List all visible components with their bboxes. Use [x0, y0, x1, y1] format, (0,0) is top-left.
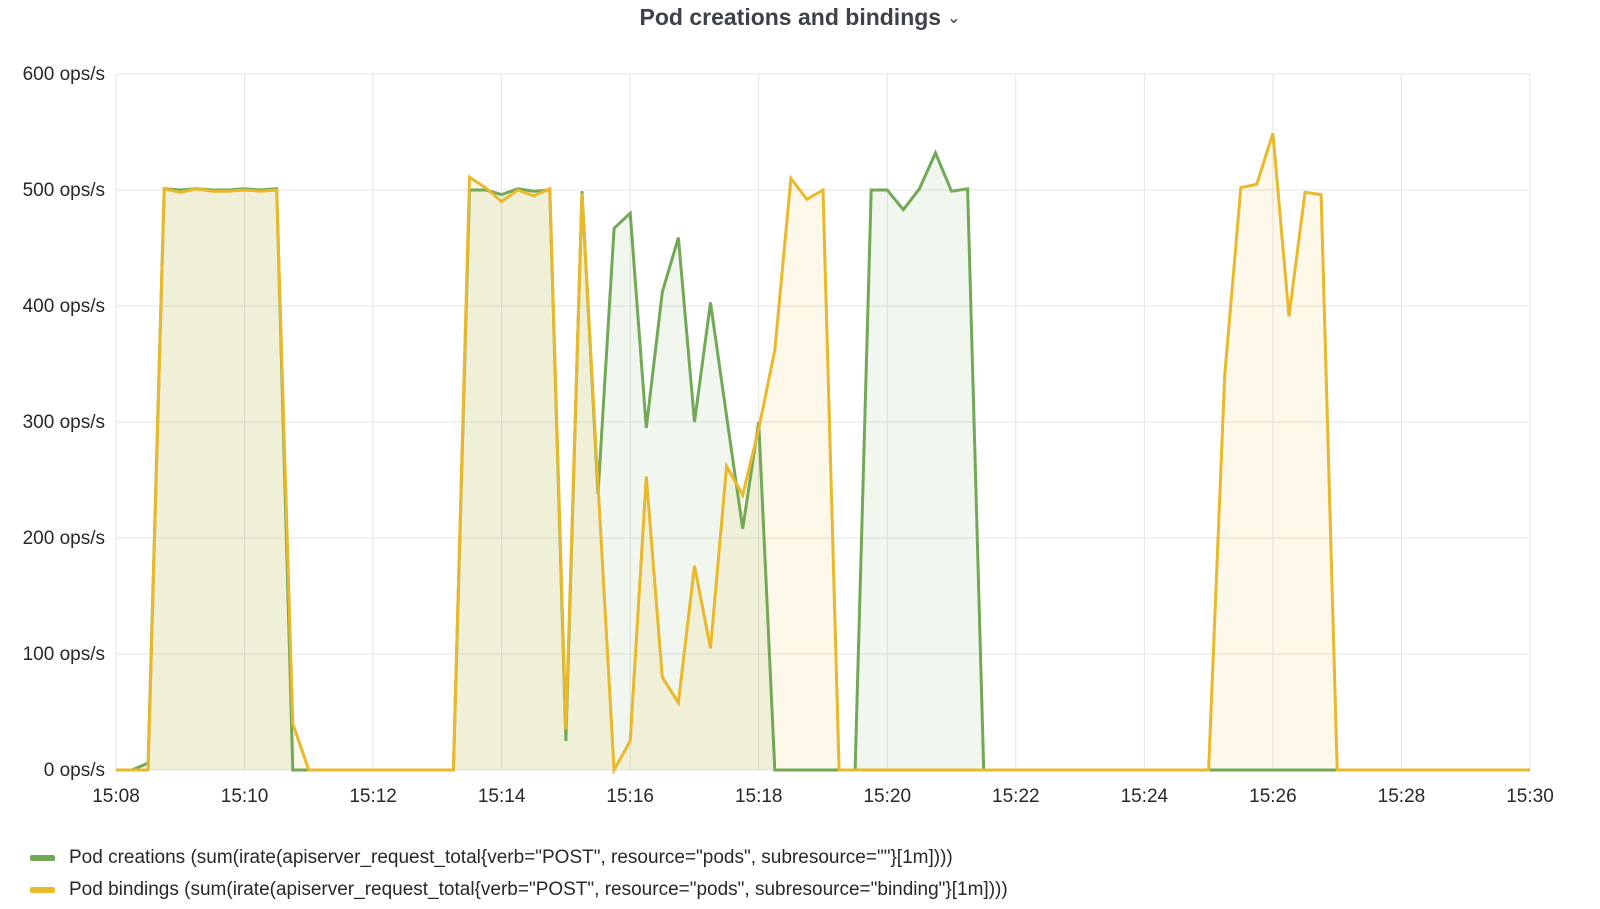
x-axis: 15:08 15:10 15:12 15:14 15:16 15:18 15:20 15:22…	[92, 786, 1554, 807]
x-tick-label: 15:18	[735, 786, 783, 807]
panel-title-menu[interactable]: Pod creations and bindings ⌄	[640, 4, 961, 31]
legend-item-0[interactable]: Pod creations (sum(irate(apiserver_reque…	[30, 842, 1008, 874]
x-tick-label: 15:28	[1378, 786, 1426, 807]
y-tick-label: 500 ops/s	[23, 180, 105, 201]
x-tick-label: 15:24	[1121, 786, 1169, 807]
series-area-1	[116, 133, 1530, 770]
x-tick-label: 15:20	[863, 786, 911, 807]
x-tick-label: 15:16	[606, 786, 654, 807]
legend-label: Pod bindings (sum(irate(apiserver_reques…	[69, 879, 1008, 900]
series-line-1[interactable]	[116, 132, 1530, 776]
legend: Pod creations (sum(irate(apiserver_reque…	[30, 842, 1008, 906]
y-tick-label: 400 ops/s	[23, 296, 105, 317]
x-tick-label: 15:08	[92, 786, 140, 807]
x-tick-label: 15:22	[992, 786, 1040, 807]
y-tick-label: 300 ops/s	[23, 412, 105, 433]
legend-swatch	[30, 887, 55, 893]
series-areas	[116, 133, 1530, 770]
x-tick-label: 15:10	[221, 786, 269, 807]
legend-label: Pod creations (sum(irate(apiserver_reque…	[69, 847, 953, 868]
y-tick-label: 600 ops/s	[23, 64, 105, 85]
x-tick-label: 15:26	[1249, 786, 1297, 807]
legend-item-1[interactable]: Pod bindings (sum(irate(apiserver_reques…	[30, 874, 1008, 906]
panel-title: Pod creations and bindings	[639, 4, 942, 30]
series-area-0	[116, 152, 1530, 770]
y-tick-label: 200 ops/s	[23, 528, 105, 549]
y-tick-label: 0 ops/s	[44, 760, 105, 781]
series-lines	[116, 132, 1530, 776]
legend-swatch	[30, 855, 55, 861]
y-tick-label: 100 ops/s	[23, 644, 105, 665]
y-axis: 0 ops/s 100 ops/s 200 ops/s 300 ops/s 400 op…	[23, 64, 105, 781]
panel-header: Pod creations and bindings ⌄	[0, 4, 1600, 31]
x-tick-label: 15:30	[1506, 786, 1554, 807]
x-tick-label: 15:14	[478, 786, 526, 807]
x-tick-label: 15:12	[349, 786, 397, 807]
chevron-down-icon[interactable]: ⌄	[947, 10, 961, 27]
